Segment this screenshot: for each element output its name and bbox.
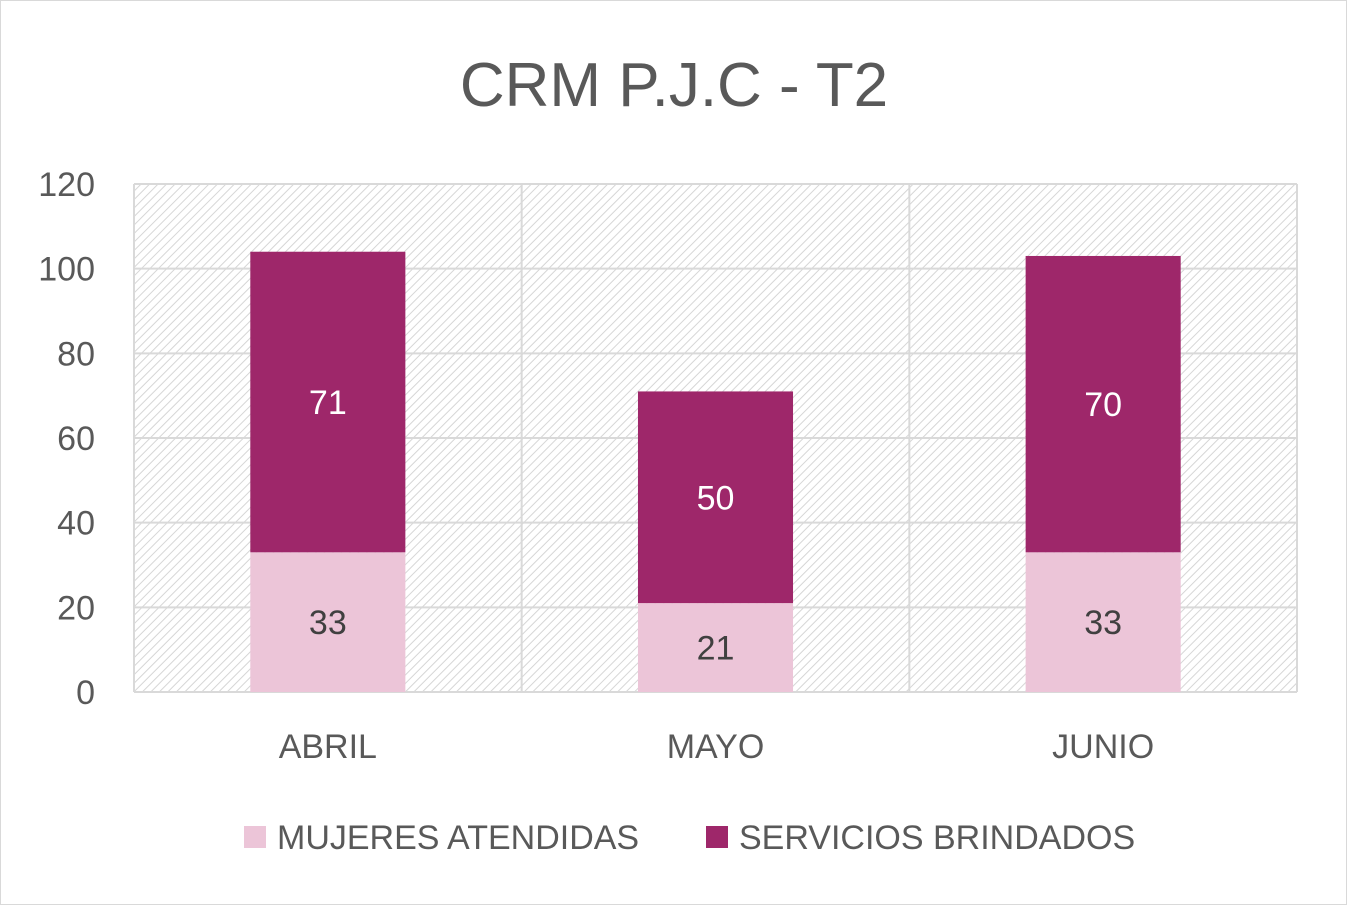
legend-item: MUJERES ATENDIDAS — [244, 819, 639, 857]
chart-title: CRM P.J.C - T2 — [460, 51, 888, 120]
y-tick-label: 40 — [57, 505, 95, 543]
bar-segment — [637, 391, 794, 604]
data-label: 71 — [309, 384, 347, 422]
bar-segment — [1025, 255, 1181, 553]
y-tick-label: 100 — [38, 251, 95, 289]
legend-label: SERVICIOS BRINDADOS — [739, 819, 1135, 857]
y-tick-label: 80 — [57, 335, 95, 373]
bar-segment — [250, 251, 406, 553]
legend-label: MUJERES ATENDIDAS — [277, 819, 639, 857]
x-tick-label: ABRIL — [279, 728, 377, 766]
data-label: 70 — [1084, 386, 1122, 424]
data-label: 33 — [1084, 604, 1122, 642]
legend-swatch — [244, 826, 266, 848]
x-tick-label: MAYO — [667, 728, 765, 766]
bar-segment — [250, 552, 406, 692]
y-tick-label: 20 — [57, 589, 95, 627]
data-label: 33 — [309, 604, 347, 642]
data-label: 21 — [697, 630, 735, 668]
x-tick-label: JUNIO — [1052, 728, 1154, 766]
y-tick-label: 60 — [57, 420, 95, 458]
legend-swatch — [706, 826, 728, 848]
legend-item: SERVICIOS BRINDADOS — [706, 819, 1135, 857]
y-tick-label: 120 — [38, 166, 95, 204]
data-label: 50 — [697, 479, 735, 517]
bar-segment — [637, 603, 794, 692]
y-tick-label: 0 — [76, 674, 95, 712]
bar-segment — [1025, 552, 1181, 692]
